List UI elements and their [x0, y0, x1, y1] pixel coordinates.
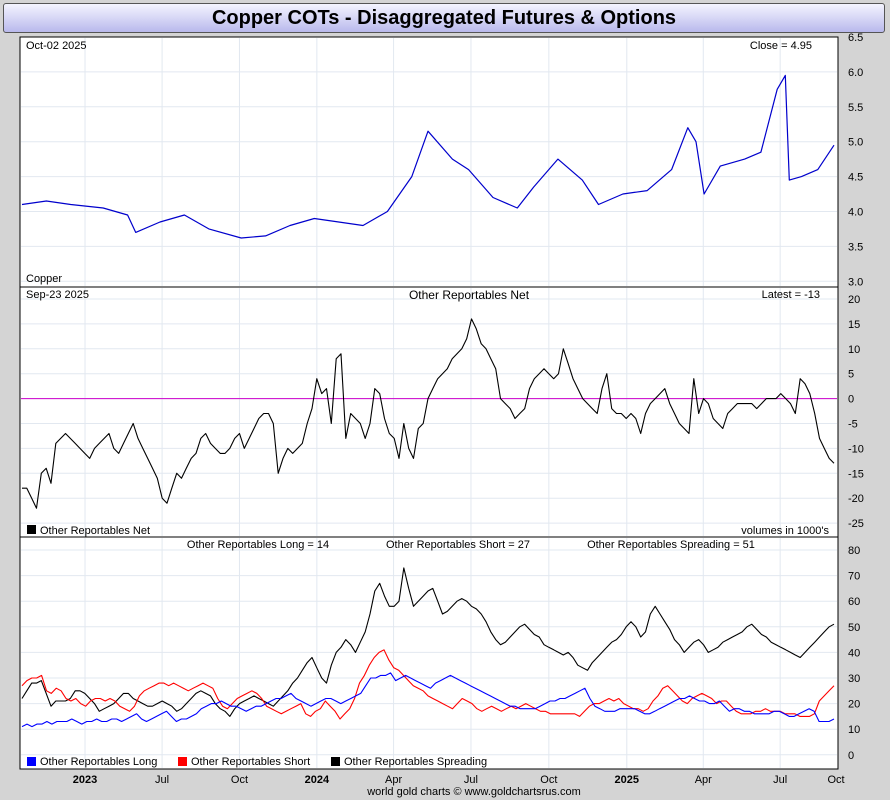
y-tick-label: 60	[848, 596, 860, 608]
long-line	[21, 672, 835, 728]
y-tick-label: 6.5	[848, 32, 863, 44]
net-legend-swatch	[27, 525, 36, 534]
y-tick-label: 20	[848, 294, 860, 306]
net-date: Sep-23 2025	[26, 289, 89, 301]
spreading-line	[21, 567, 835, 717]
x-tick-label: Jul	[464, 774, 478, 786]
y-tick-label: 5.5	[848, 102, 863, 114]
positions-panel	[19, 536, 839, 770]
y-tick-label: -10	[848, 443, 864, 455]
x-tick-label: Jul	[773, 774, 787, 786]
footer-credit: world gold charts © www.goldchartsrus.co…	[366, 786, 581, 798]
long-legend-label: Other Reportables Long	[40, 756, 157, 768]
title-bar: Copper COTs - Disaggregated Futures & Op…	[3, 3, 885, 33]
copper-price-line	[21, 74, 835, 239]
y-tick-label: 80	[848, 545, 860, 557]
long-legend-swatch	[27, 757, 36, 766]
y-tick-label: -20	[848, 493, 864, 505]
x-tick-label: 2024	[305, 774, 330, 786]
net-panel	[19, 286, 839, 538]
long-value-label: Other Reportables Long = 14	[187, 539, 329, 551]
net-latest-label: Latest = -13	[762, 289, 820, 301]
y-tick-label: 0	[848, 394, 854, 406]
y-tick-label: 30	[848, 673, 860, 685]
y-tick-label: 5.0	[848, 137, 863, 149]
x-tick-label: Jul	[155, 774, 169, 786]
spread-value-label: Other Reportables Spreading = 51	[587, 539, 755, 551]
y-tick-label: 50	[848, 622, 860, 634]
x-tick-label: Oct	[540, 774, 557, 786]
y-tick-label: 0	[848, 750, 854, 762]
price-panel	[19, 36, 839, 288]
y-tick-label: 10	[848, 724, 860, 736]
net-legend-label: Other Reportables Net	[40, 525, 150, 537]
y-tick-label: 6.0	[848, 67, 863, 79]
y-tick-label: 3.0	[848, 276, 863, 288]
x-tick-label: Oct	[231, 774, 248, 786]
y-tick-labels: 6.56.05.55.04.54.03.53.020151050-5-10-15…	[848, 32, 864, 762]
y-tick-label: -15	[848, 468, 864, 480]
net-position-line	[22, 318, 835, 509]
net-panel-title: Other Reportables Net	[409, 288, 530, 302]
short-legend-swatch	[178, 757, 187, 766]
y-tick-label: 20	[848, 699, 860, 711]
price-series-name: Copper	[26, 273, 62, 285]
x-tick-label: 2023	[73, 774, 97, 786]
y-tick-label: 10	[848, 344, 860, 356]
short-legend-label: Other Reportables Short	[191, 756, 310, 768]
y-tick-label: -25	[848, 518, 864, 530]
y-tick-label: 70	[848, 571, 860, 583]
y-tick-label: 3.5	[848, 241, 863, 253]
x-tick-label: Apr	[695, 774, 712, 786]
chart-title: Copper COTs - Disaggregated Futures & Op…	[211, 7, 677, 29]
gridlines	[21, 38, 837, 768]
x-tick-label: Oct	[827, 774, 844, 786]
net-units-label: volumes in 1000's	[741, 525, 829, 537]
x-tick-label: Apr	[385, 774, 402, 786]
price-close-label: Close = 4.95	[750, 40, 812, 52]
y-tick-label: 4.0	[848, 207, 863, 219]
price-date: Oct-02 2025	[26, 40, 87, 52]
y-tick-label: -5	[848, 419, 858, 431]
y-tick-label: 40	[848, 647, 860, 659]
x-tick-label: 2025	[615, 774, 639, 786]
x-tick-labels: 2023 Jul Oct 2024 Apr Jul Oct 2025 Apr Jul Oct	[73, 774, 845, 786]
series-layer	[21, 74, 837, 728]
y-tick-label: 15	[848, 319, 860, 331]
spread-legend-swatch	[331, 757, 340, 766]
y-tick-label: 5	[848, 369, 854, 381]
short-value-label: Other Reportables Short = 27	[386, 539, 530, 551]
spread-legend-label: Other Reportables Spreading	[344, 756, 487, 768]
short-line	[21, 649, 835, 720]
y-tick-label: 4.5	[848, 172, 863, 184]
